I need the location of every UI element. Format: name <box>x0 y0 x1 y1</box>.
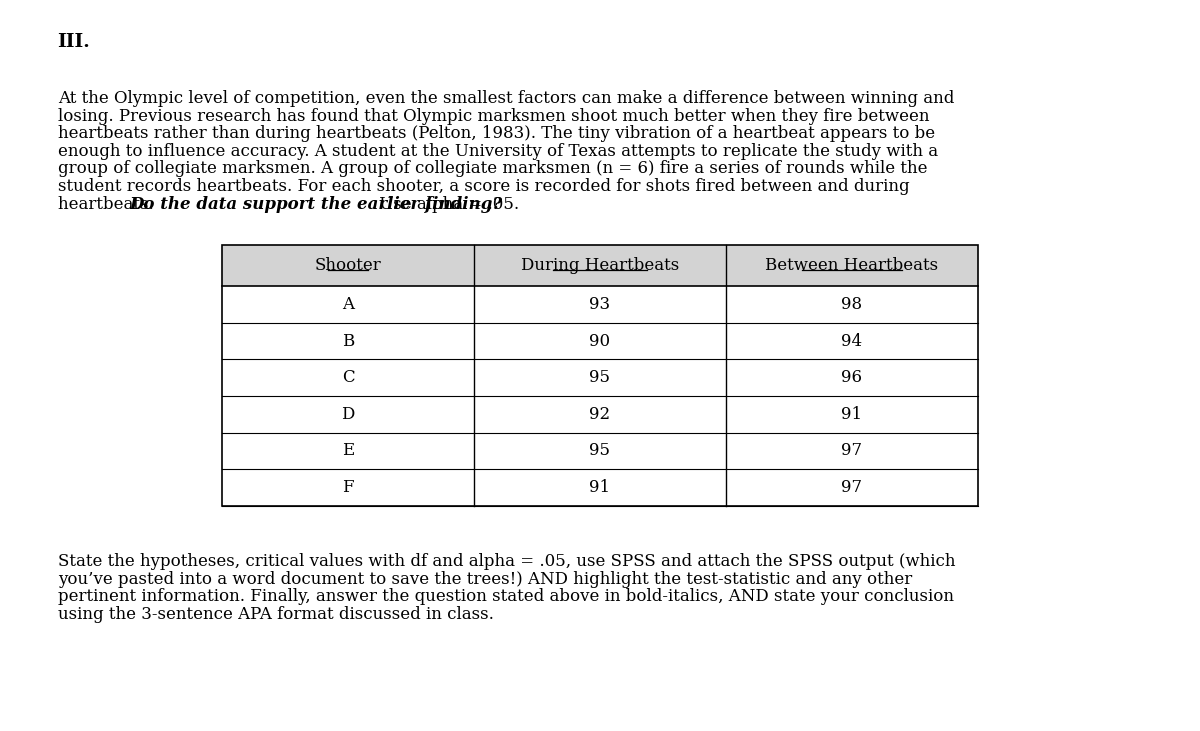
Text: 90: 90 <box>589 333 611 349</box>
Text: group of collegiate marksmen. A group of collegiate marksmen (n = 6) fire a seri: group of collegiate marksmen. A group of… <box>58 161 928 178</box>
Text: losing. Previous research has found that Olympic marksmen shoot much better when: losing. Previous research has found that… <box>58 107 929 124</box>
Text: E: E <box>342 442 354 459</box>
Text: Between Heartbeats: Between Heartbeats <box>766 257 938 274</box>
Text: 92: 92 <box>589 406 611 423</box>
Text: 91: 91 <box>841 406 863 423</box>
Text: 96: 96 <box>841 369 863 386</box>
Text: C: C <box>342 369 354 386</box>
Text: Use alpha = .05.: Use alpha = .05. <box>374 196 520 213</box>
Text: A: A <box>342 296 354 313</box>
Text: Do the data support the earlier finding?: Do the data support the earlier finding? <box>130 196 503 213</box>
Text: 94: 94 <box>841 333 863 349</box>
Text: 98: 98 <box>841 296 863 313</box>
Text: 97: 97 <box>841 442 863 459</box>
Text: B: B <box>342 333 354 349</box>
Text: F: F <box>342 479 354 496</box>
Bar <box>222 246 978 287</box>
Text: Shooter: Shooter <box>314 257 382 274</box>
Text: enough to influence accuracy. A student at the University of Texas attempts to r: enough to influence accuracy. A student … <box>58 143 937 160</box>
Text: D: D <box>341 406 355 423</box>
Text: heartbeats rather than during heartbeats (Pelton, 1983). The tiny vibration of a: heartbeats rather than during heartbeats… <box>58 125 935 143</box>
Text: heartbeats.: heartbeats. <box>58 196 158 213</box>
Text: During Heartbeats: During Heartbeats <box>521 257 679 274</box>
Text: State the hypotheses, critical values with df and alpha = .05, use SPSS and atta: State the hypotheses, critical values wi… <box>58 553 955 570</box>
Text: III.: III. <box>58 33 90 51</box>
Text: you’ve pasted into a word document to save the trees!) AND highlight the test-st: you’ve pasted into a word document to sa… <box>58 571 912 588</box>
Text: 93: 93 <box>589 296 611 313</box>
Text: At the Olympic level of competition, even the smallest factors can make a differ: At the Olympic level of competition, eve… <box>58 90 954 107</box>
Text: pertinent information. Finally, answer the question stated above in bold-italics: pertinent information. Finally, answer t… <box>58 588 954 605</box>
Text: 95: 95 <box>589 369 611 386</box>
Text: 97: 97 <box>841 479 863 496</box>
Text: 95: 95 <box>589 442 611 459</box>
Text: 91: 91 <box>589 479 611 496</box>
Text: using the 3-sentence APA format discussed in class.: using the 3-sentence APA format discusse… <box>58 606 493 623</box>
Text: student records heartbeats. For each shooter, a score is recorded for shots fire: student records heartbeats. For each sho… <box>58 178 910 195</box>
